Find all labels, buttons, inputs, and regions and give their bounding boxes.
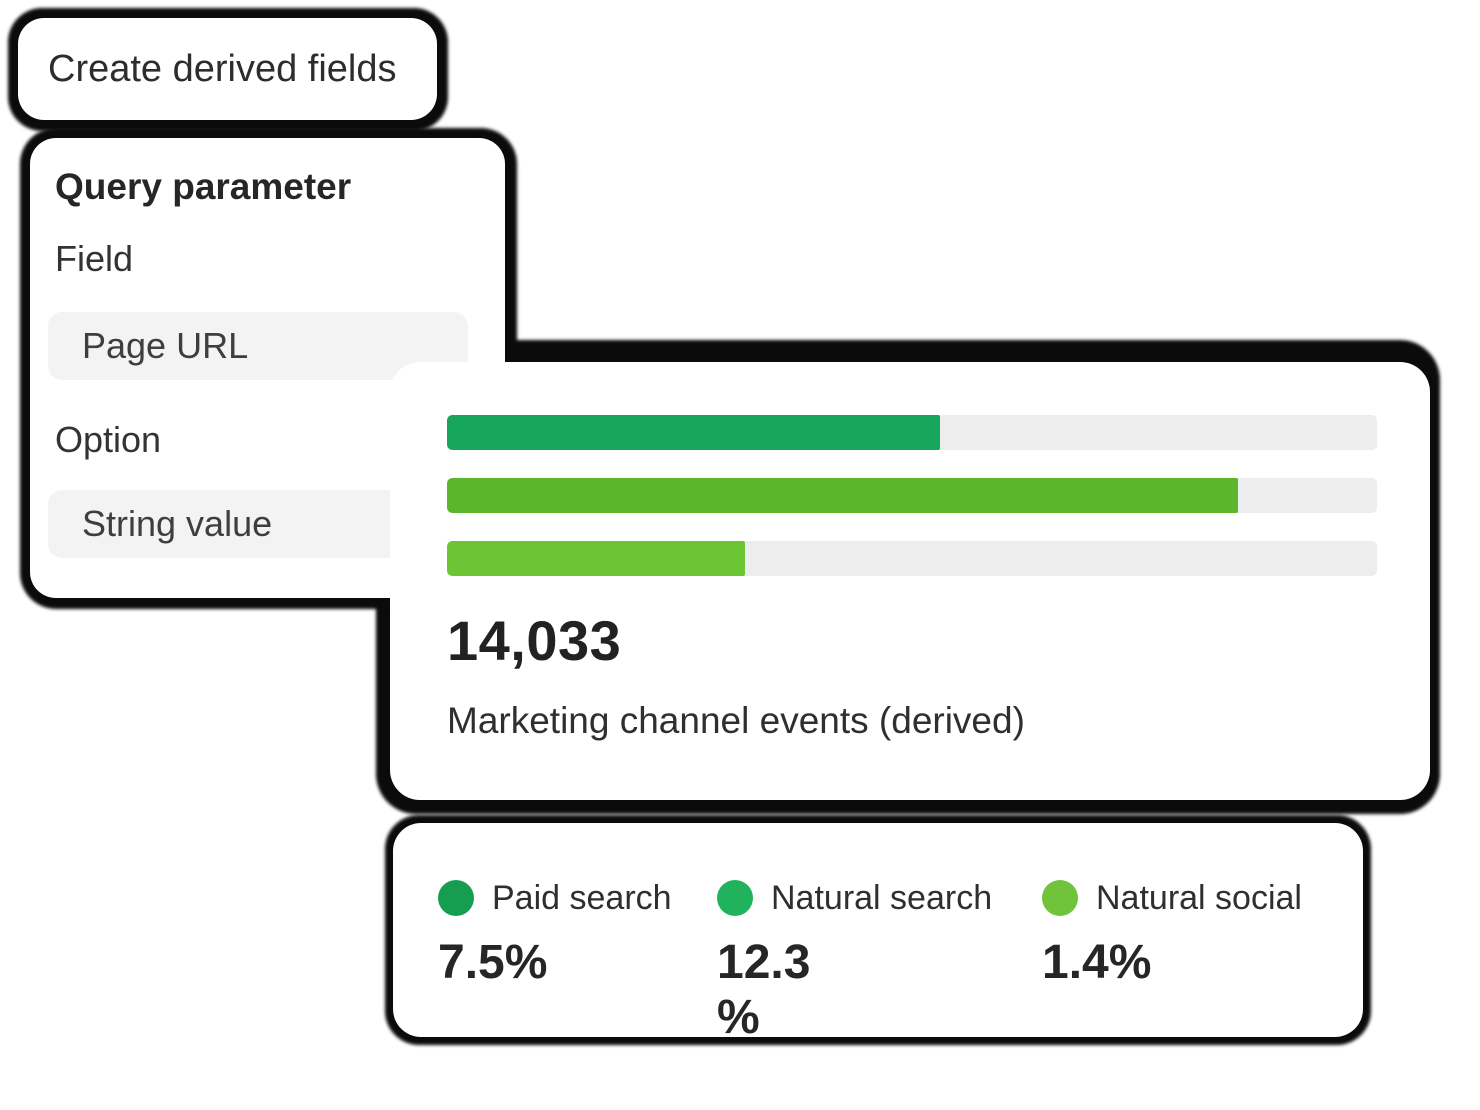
option-value-text: String value xyxy=(82,503,273,544)
natural-social-label: Natural social xyxy=(1096,878,1302,917)
legend-head-natural-social: Natural social xyxy=(1042,878,1302,917)
paid-search-value: 7.5% xyxy=(438,936,548,989)
field-value-dropdown[interactable]: Page URL xyxy=(48,312,468,380)
natural-social-value: 1.4% xyxy=(1042,936,1152,989)
bar-chart xyxy=(447,415,1377,604)
paid-search-label: Paid search xyxy=(492,878,672,917)
bar-track-paid-search xyxy=(447,415,1377,450)
field-value-text: Page URL xyxy=(82,325,249,366)
bar-track-natural-search xyxy=(447,478,1377,513)
legend-card: Paid search 7.5% Natural search 12.3 % N… xyxy=(393,823,1363,1044)
metric-chart-card: 14,033 Marketing channel events (derived… xyxy=(390,362,1430,800)
field-label: Field xyxy=(55,238,134,279)
bar-fill-paid-search xyxy=(447,415,940,450)
option-label: Option xyxy=(55,419,162,460)
metric-value: 14,033 xyxy=(447,609,622,672)
natural-search-dot-icon xyxy=(717,880,753,916)
bar-track-natural-social xyxy=(447,541,1377,576)
legend-head-natural-search: Natural search xyxy=(717,878,993,917)
bar-fill-natural-social xyxy=(447,541,745,576)
legend-head-paid-search: Paid search xyxy=(438,878,672,917)
natural-search-value: 12.3 % xyxy=(717,936,811,1044)
query-parameter-title: Query parameter xyxy=(55,166,352,207)
metric-label: Marketing channel events (derived) xyxy=(447,700,1025,741)
bar-fill-natural-search xyxy=(447,478,1238,513)
natural-search-label: Natural search xyxy=(771,878,993,917)
paid-search-dot-icon xyxy=(438,880,474,916)
create-derived-fields-card: Create derived fields xyxy=(18,18,437,120)
natural-social-dot-icon xyxy=(1042,880,1078,916)
create-derived-fields-title: Create derived fields xyxy=(48,47,397,90)
